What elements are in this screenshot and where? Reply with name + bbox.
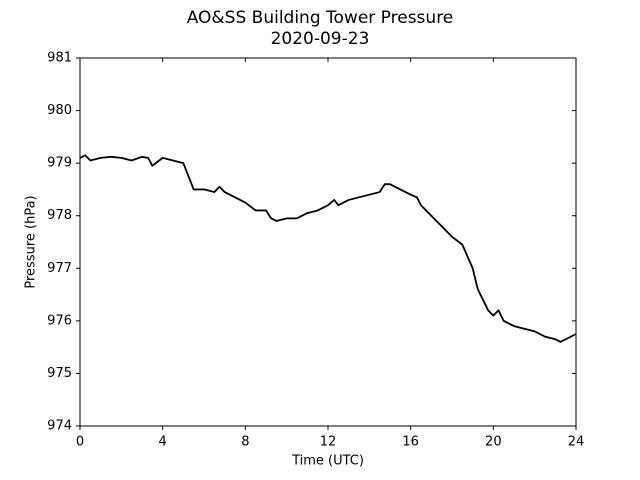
chart-subtitle: 2020-09-23 [271,29,370,49]
x-tick-label: 20 [485,435,502,450]
x-axis-label: Time (UTC) [291,454,364,469]
y-tick-label: 978 [47,208,72,223]
x-tick-label: 0 [76,435,84,450]
chart-title: AO&SS Building Tower Pressure [187,8,454,28]
data-line [79,154,577,343]
x-tick-label: 12 [320,435,337,450]
y-tick-label: 975 [47,366,72,381]
x-tick-label: 8 [241,435,249,450]
y-tick-label: 980 [47,103,72,118]
x-tick-label: 4 [159,435,167,450]
y-tick-label: 981 [47,51,72,66]
x-tick-label: 16 [402,435,419,450]
x-tick-label: 24 [568,435,585,450]
y-tick-label: 977 [47,261,72,276]
y-axis-label: Pressure (hPa) [24,195,39,288]
y-tick-label: 974 [47,419,72,434]
plot-frame [79,57,577,427]
y-tick-label: 976 [47,313,72,328]
y-tick-label: 979 [47,156,72,171]
